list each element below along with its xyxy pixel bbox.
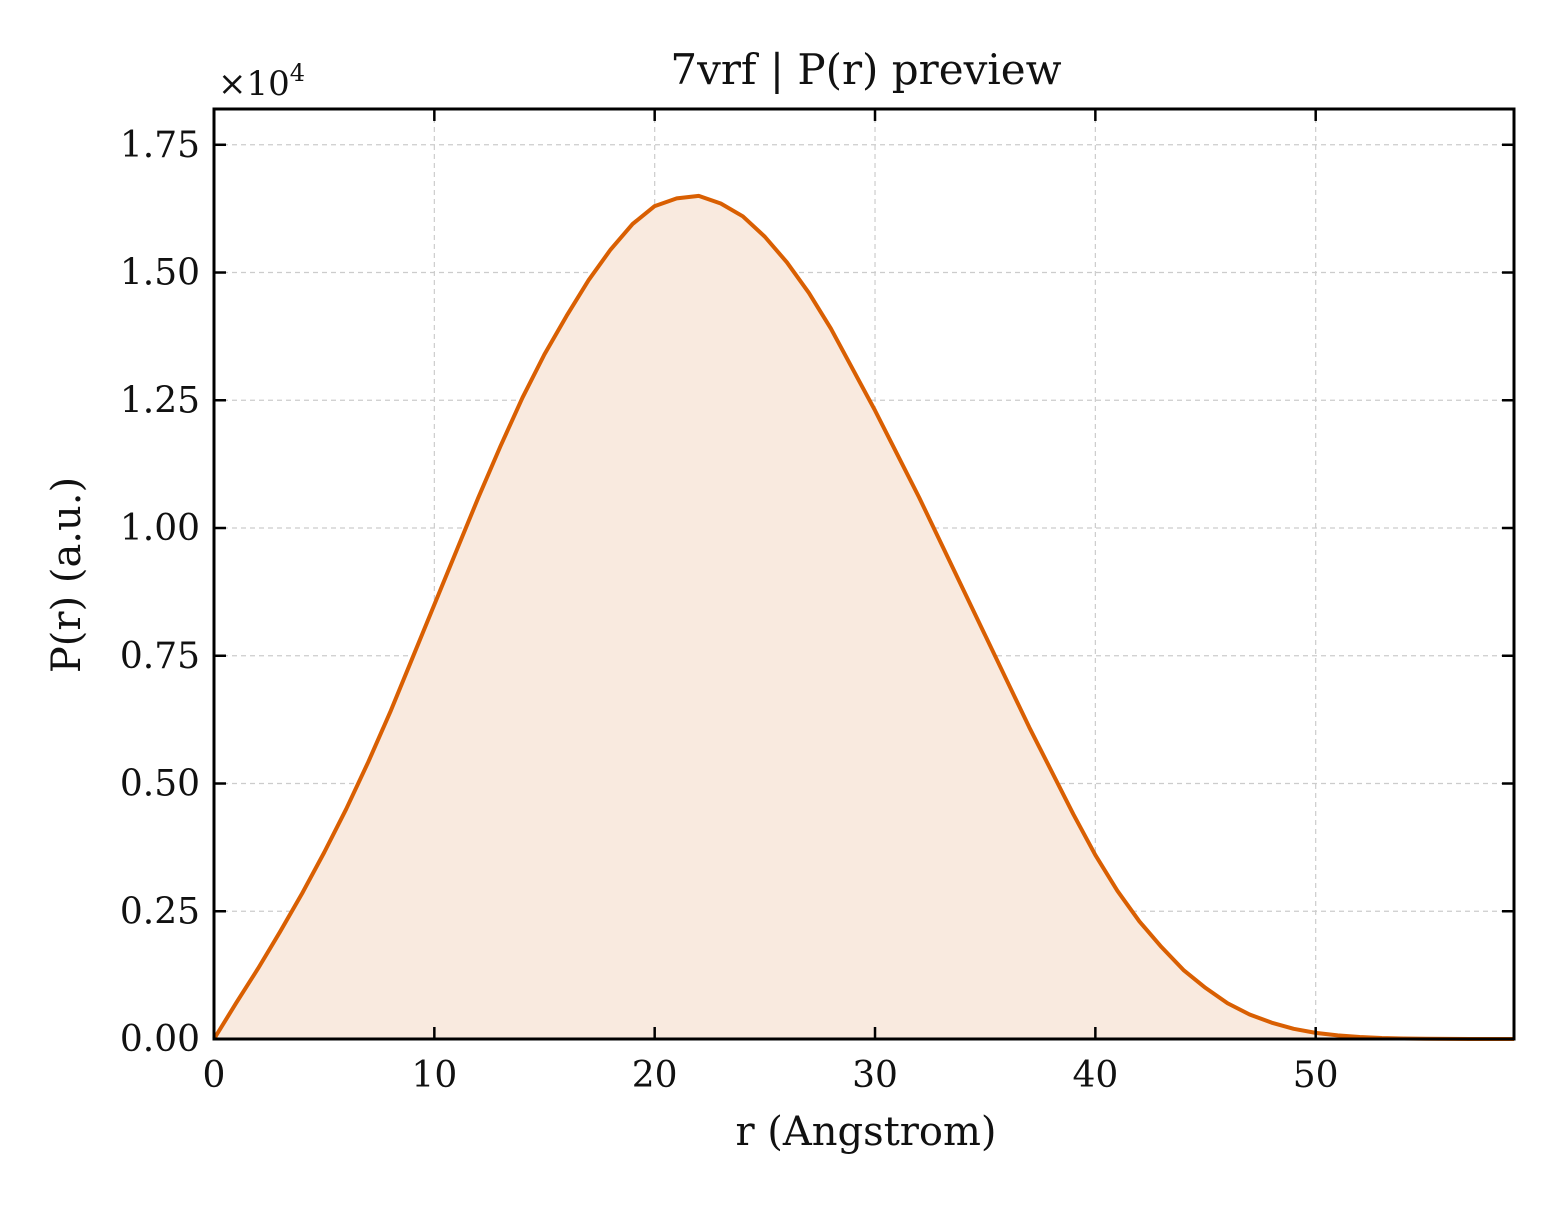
x-tick-label: 50 — [1293, 1055, 1339, 1096]
y-tick-label: 0.00 — [120, 1019, 200, 1060]
y-axis-offset-text: ×104 — [218, 59, 305, 104]
y-axis-label: P(r) (a.u.) — [44, 477, 90, 673]
y-tick-label: 1.00 — [120, 508, 200, 549]
x-tick-label: 10 — [411, 1055, 457, 1096]
y-tick-label: 1.75 — [120, 125, 200, 166]
y-offset-base: ×10 — [218, 64, 290, 104]
y-tick-label: 0.75 — [120, 636, 200, 677]
x-tick-label: 20 — [632, 1055, 678, 1096]
y-offset-exponent: 4 — [290, 59, 305, 87]
x-tick-label: 0 — [203, 1055, 226, 1096]
chart-title: 7vrf | P(r) preview — [670, 45, 1061, 94]
y-tick-label: 1.50 — [120, 253, 200, 294]
series-line — [212, 193, 1514, 1041]
x-axis-label: r (Angstrom) — [735, 1109, 996, 1155]
y-tick-label: 0.50 — [120, 764, 200, 805]
x-tick-label: 30 — [852, 1055, 898, 1096]
x-tick-label: 40 — [1072, 1055, 1118, 1096]
y-tick-label: 0.25 — [120, 891, 200, 932]
plot-frame — [212, 107, 1516, 1041]
area-fill — [214, 195, 1514, 1039]
tick-layer: 0 10 20 30 40 50 0.00 0.25 0.50 0.75 1.00 1.25 1.50 1… — [120, 109, 1514, 1096]
y-tick-label: 1.25 — [120, 380, 200, 421]
